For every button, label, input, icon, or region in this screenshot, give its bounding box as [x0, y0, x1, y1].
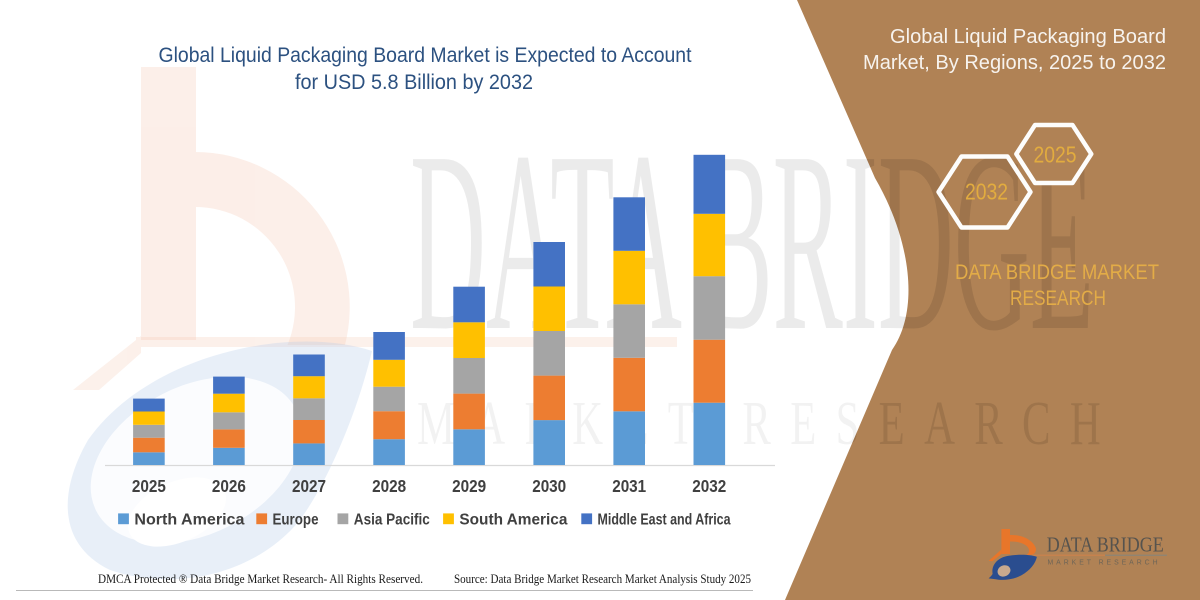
svg-text:RESEARCH: RESEARCH: [1010, 287, 1106, 310]
svg-text:for USD 5.8 Billion by 2032: for USD 5.8 Billion by 2032: [295, 70, 533, 94]
svg-text:2025: 2025: [132, 476, 166, 496]
svg-text:MARKET RESEARCH: MARKET RESEARCH: [417, 390, 1120, 458]
svg-text:2027: 2027: [292, 476, 326, 496]
svg-text:MARKET RESEARCH: MARKET RESEARCH: [1048, 560, 1161, 567]
svg-text:DATA BRIDGE: DATA BRIDGE: [410, 98, 1094, 384]
svg-text:2028: 2028: [372, 476, 406, 496]
svg-text:DATA BRIDGE: DATA BRIDGE: [1047, 532, 1164, 556]
svg-text:DMCA Protected ® Data Bridge M: DMCA Protected ® Data Bridge Market Rese…: [98, 571, 423, 586]
svg-text:Global Liquid Packaging Board: Global Liquid Packaging Board Market is …: [159, 43, 692, 67]
svg-text:Europe: Europe: [273, 512, 319, 529]
svg-text:Global Liquid Packaging Board: Global Liquid Packaging Board: [890, 25, 1166, 48]
svg-text:2026: 2026: [212, 476, 246, 496]
svg-text:2030: 2030: [532, 476, 566, 496]
svg-text:2032: 2032: [965, 179, 1008, 205]
svg-text:DATA BRIDGE MARKET: DATA BRIDGE MARKET: [955, 261, 1159, 284]
svg-text:South America: South America: [459, 512, 567, 529]
svg-text:North America: North America: [134, 512, 244, 529]
svg-text:Asia Pacific: Asia Pacific: [354, 512, 430, 529]
svg-text:2032: 2032: [692, 476, 726, 496]
svg-text:Market, By Regions, 2025 to 20: Market, By Regions, 2025 to 2032: [863, 51, 1166, 74]
svg-text:2029: 2029: [452, 476, 486, 496]
svg-text:2031: 2031: [612, 476, 646, 496]
svg-text:Source: Data Bridge Market Res: Source: Data Bridge Market Research Mark…: [454, 571, 751, 586]
svg-text:2025: 2025: [1034, 142, 1077, 168]
svg-text:Middle East and Africa: Middle East and Africa: [598, 512, 731, 529]
